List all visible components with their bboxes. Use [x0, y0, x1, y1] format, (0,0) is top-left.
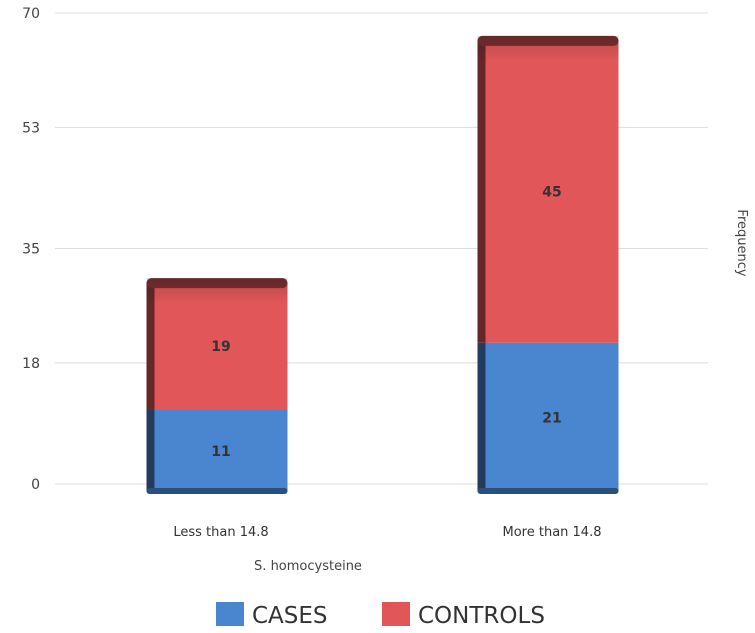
legend-label-controls: CONTROLS — [418, 603, 545, 629]
x-category-label: More than 14.8 — [503, 525, 602, 540]
data-label: 19 — [211, 339, 230, 355]
bar-side-cases — [146, 409, 157, 492]
bar-segment-cases — [485, 342, 619, 492]
data-labels: 11 19 21 45 — [211, 184, 561, 460]
y-tick-label: 18 — [22, 356, 40, 372]
bar-segment-cases — [154, 409, 288, 492]
x-category-label: Less than 14.8 — [173, 525, 268, 540]
legend: CASES CONTROLS — [216, 602, 545, 629]
bar-base — [146, 488, 288, 494]
y-axis-title: Frequency — [734, 209, 749, 276]
legend-label-cases: CASES — [252, 603, 328, 629]
bar-segment-controls — [485, 39, 619, 343]
data-label: 45 — [542, 184, 561, 200]
data-label: 11 — [211, 444, 230, 460]
legend-swatch-controls — [382, 602, 410, 626]
bar-side-controls — [146, 282, 157, 410]
y-axis-ticks: 0 18 35 53 70 — [22, 6, 40, 493]
bar-side-controls — [477, 39, 488, 343]
bar-cap-shade — [146, 278, 288, 305]
x-axis-categories: Less than 14.8 More than 14.8 — [173, 525, 601, 540]
legend-swatch-cases — [216, 602, 244, 626]
y-tick-label: 70 — [22, 6, 40, 22]
y-tick-label: 53 — [22, 120, 40, 136]
x-axis-title: S. homocysteine — [254, 559, 362, 574]
data-label: 21 — [542, 410, 561, 426]
bar-side-cases — [477, 342, 488, 492]
bars — [146, 35, 619, 494]
y-tick-label: 35 — [22, 242, 40, 258]
y-tick-label: 0 — [31, 477, 40, 493]
bar-cap-shade — [477, 35, 619, 62]
bar-base — [477, 488, 619, 494]
